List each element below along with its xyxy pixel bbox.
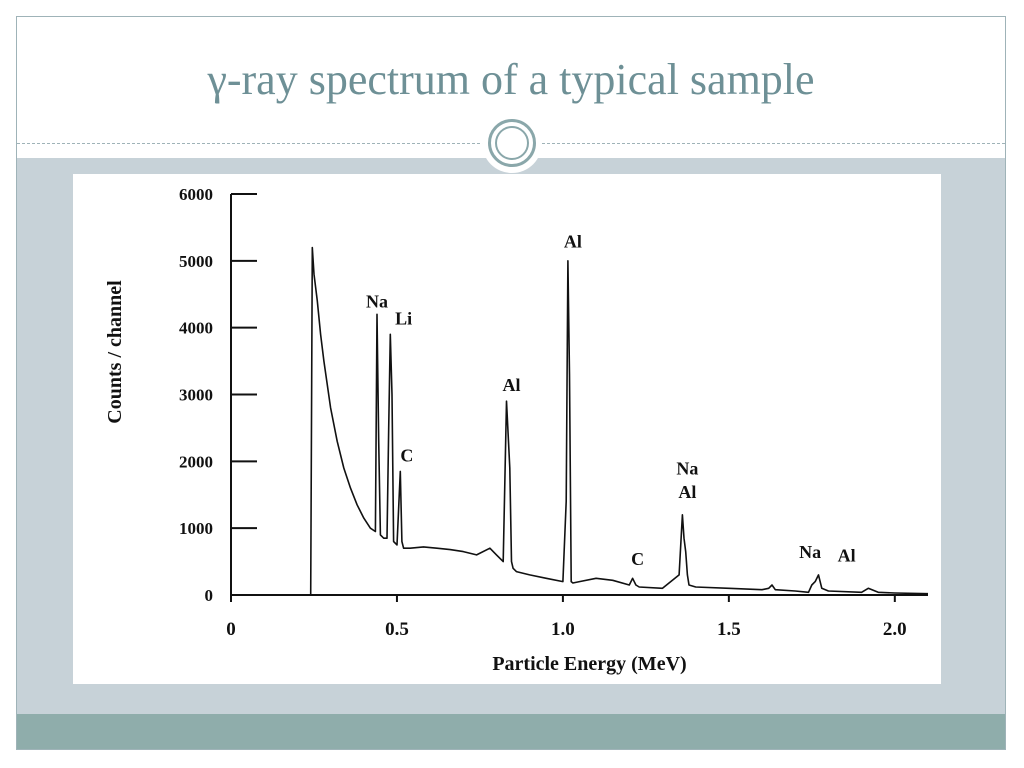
ornament-ring: [488, 119, 536, 167]
circle-ornament: [482, 113, 542, 173]
y-tick-label: 5000: [179, 252, 213, 271]
slide-title: γ-ray spectrum of a typical sample: [207, 55, 815, 104]
y-tick-label: 0: [205, 586, 214, 605]
peak-label: C: [400, 445, 413, 465]
peak-label: Li: [395, 308, 412, 328]
y-tick-label: 1000: [179, 519, 213, 538]
spectrum-figure: 0 1000 2000 3000 4000 5000 6000 0 0.5 1.0 1.5 2.0 …: [73, 174, 941, 684]
x-tick-label: 0: [226, 619, 236, 640]
x-tick-label: 0.5: [385, 619, 409, 640]
spectrum-series-line: [309, 246, 929, 596]
peak-annotations: Na Li C Al Al C Na Al Na Al: [366, 231, 856, 568]
y-tick-label: 6000: [179, 185, 213, 204]
ornament-inner-ring: [495, 126, 529, 160]
peak-label: Al: [678, 482, 696, 502]
y-ticks: 0 1000 2000 3000 4000 5000 6000: [179, 185, 257, 605]
peak-label: Na: [799, 542, 821, 562]
y-tick-label: 2000: [179, 452, 213, 471]
x-tick-label: 2.0: [883, 619, 907, 640]
x-axis-label: Particle Energy (MeV): [492, 653, 686, 675]
y-tick-label: 4000: [179, 319, 213, 338]
peak-label: Al: [502, 375, 520, 395]
peak-label: Al: [564, 231, 582, 251]
y-tick-label: 3000: [179, 386, 213, 405]
x-tick-label: 1.5: [717, 619, 741, 640]
footer-band: [17, 714, 1005, 749]
peak-label: Na: [676, 459, 698, 479]
y-axis-label: Counts / channel: [104, 280, 126, 424]
x-ticks: 0 0.5 1.0 1.5 2.0: [226, 595, 907, 640]
peak-label: Al: [838, 546, 856, 566]
peak-label: Na: [366, 292, 388, 312]
peak-label: C: [631, 549, 644, 569]
x-tick-label: 1.0: [551, 619, 575, 640]
